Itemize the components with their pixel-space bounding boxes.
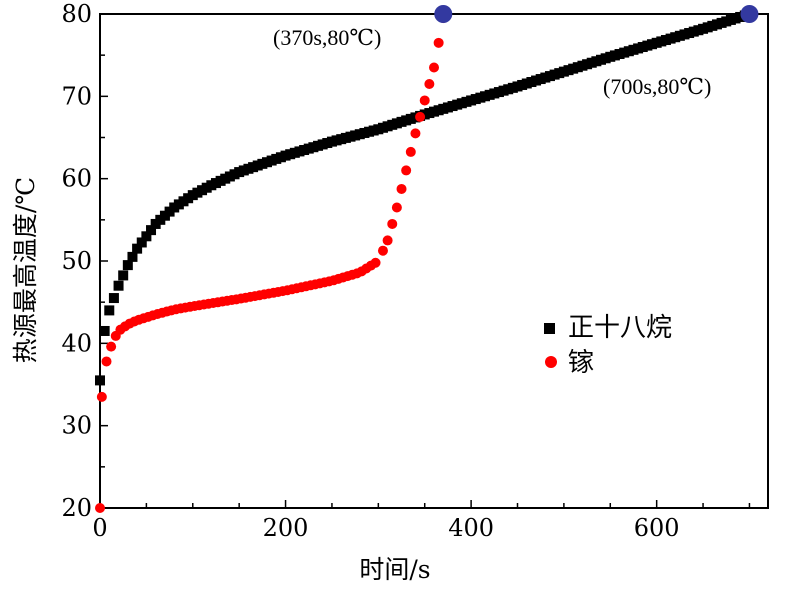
gallium-point — [377, 245, 388, 256]
gallium-point — [387, 218, 398, 229]
x-tick-label: 0 — [92, 514, 107, 542]
gallium-point — [433, 37, 444, 48]
highlight-points — [434, 5, 759, 23]
gallium-point — [396, 183, 407, 194]
gallium-point — [429, 62, 439, 73]
y-tick-label: 60 — [61, 165, 92, 193]
octadecane-point — [108, 293, 119, 304]
gallium-point — [419, 95, 430, 106]
legend-label-gallium: 镓 — [568, 348, 594, 378]
octadecane-point — [95, 375, 105, 386]
x-tick-label: 400 — [448, 514, 494, 542]
octadecane-point — [146, 225, 157, 236]
y-tick-label: 50 — [61, 247, 92, 275]
annotation-370s: (370s,80℃) — [273, 25, 381, 50]
y-tick-label: 20 — [61, 494, 92, 522]
y-tick-label: 40 — [61, 329, 92, 357]
series-marks — [95, 9, 755, 513]
octadecane-point — [118, 270, 129, 281]
octadecane-point — [113, 280, 124, 291]
axis-ticks: 0 200 400 600 20 30 40 50 60 70 80 — [61, 0, 751, 542]
octadecane-point — [122, 260, 133, 271]
gallium-point — [96, 391, 107, 402]
gallium-point — [370, 257, 381, 268]
gallium-point — [410, 128, 421, 139]
y-tick-label: 30 — [61, 412, 92, 440]
gallium-point — [401, 165, 412, 176]
x-tick-label: 200 — [263, 514, 309, 542]
gallium-point — [391, 202, 402, 213]
gallium-point — [382, 235, 393, 246]
gallium-point — [106, 341, 117, 352]
y-tick-label: 70 — [61, 82, 92, 110]
octadecane-point — [136, 237, 147, 248]
octadecane-point — [141, 231, 152, 242]
octadecane-point — [99, 325, 110, 336]
octadecane-point — [104, 305, 115, 316]
legend-marker-gallium — [545, 356, 557, 368]
gallium-point — [101, 356, 112, 367]
legend-label-octadecane: 正十八烷 — [568, 313, 672, 343]
gallium-point — [95, 503, 105, 513]
legend-marker-octadecane — [544, 323, 555, 334]
x-axis-label: 时间/s — [359, 555, 430, 584]
gallium-point — [424, 78, 435, 89]
gallium-point — [415, 111, 426, 122]
endpoint-marker — [740, 5, 759, 23]
x-tick-label: 600 — [634, 514, 680, 542]
octadecane-point — [132, 243, 143, 254]
y-tick-label: 80 — [61, 0, 92, 28]
endpoint-marker — [434, 5, 453, 23]
y-axis-label: 热源最高温度/℃ — [11, 177, 40, 363]
legend: 正十八烷 镓 — [544, 313, 672, 378]
octadecane-point — [127, 251, 138, 262]
gallium-point — [405, 146, 416, 157]
annotation-700s: (700s,80℃) — [603, 74, 711, 99]
